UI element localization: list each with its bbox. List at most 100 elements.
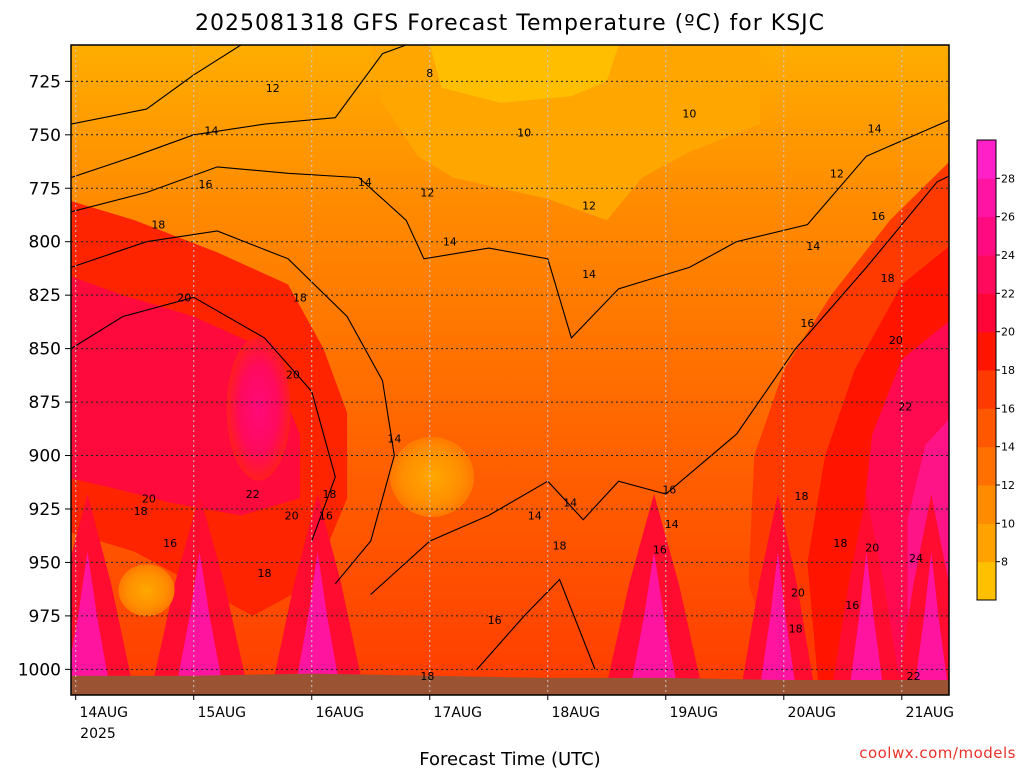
contour-label: 18 xyxy=(134,505,148,518)
surface-plume-core-6 xyxy=(913,551,949,695)
y-tick-label: 800 xyxy=(29,233,61,253)
x-tick-label: 17AUG xyxy=(434,705,483,721)
contour-label: 12 xyxy=(582,199,596,212)
contour-label: 18 xyxy=(293,291,307,304)
cool-region-8 xyxy=(429,45,619,103)
y-tick-label: 925 xyxy=(29,500,61,520)
contour-label: 12 xyxy=(266,82,280,95)
colorbar-swatch xyxy=(977,140,996,179)
contour-label: 14 xyxy=(204,125,218,138)
contour-label: 18 xyxy=(833,537,847,550)
temperature-field xyxy=(71,45,949,695)
surface-plume-core-5 xyxy=(848,551,885,695)
contour-line-5 xyxy=(71,296,336,542)
colorbar-swatch xyxy=(977,561,996,601)
grid-lines xyxy=(71,45,949,695)
x-tick-label: 18AUG xyxy=(552,705,601,721)
cool-pocket-2 xyxy=(390,436,475,517)
contour-label: 20 xyxy=(285,509,299,522)
y-tick-label: 975 xyxy=(29,607,61,627)
contour-label: 14 xyxy=(582,268,596,281)
contour-label: 16 xyxy=(199,178,213,191)
colorbar-tick-label: 20 xyxy=(1001,326,1015,339)
contour-label: 14 xyxy=(868,122,882,135)
surface-plume-core-3 xyxy=(629,551,679,695)
contour-label: 18 xyxy=(881,272,895,285)
y-tick-label: 750 xyxy=(29,126,61,146)
colorbar-tick-label: 28 xyxy=(1001,172,1015,185)
contour-label: 18 xyxy=(420,670,434,683)
contour-label: 22 xyxy=(246,488,260,501)
contour-line-1 xyxy=(71,45,407,179)
y-tick-label: 1000 xyxy=(18,660,61,680)
contour-label: 20 xyxy=(142,492,156,505)
contour-label: 20 xyxy=(286,368,300,381)
contour-label: 8 xyxy=(426,67,433,80)
colorbar-swatch xyxy=(977,370,996,409)
contour-label: 12 xyxy=(420,187,434,200)
contour-label: 12 xyxy=(830,167,844,180)
colorbar-swatch xyxy=(977,255,996,294)
contour-label: 14 xyxy=(563,497,577,510)
contour-label: 16 xyxy=(845,599,859,612)
colorbar-swatch xyxy=(977,408,996,448)
colorbar-swatch xyxy=(977,523,996,563)
contour-label: 16 xyxy=(653,544,667,557)
surface-plume-core-1 xyxy=(174,551,225,695)
contour-label: 22 xyxy=(907,670,921,683)
contour-line-2 xyxy=(71,119,949,339)
contour-line-3 xyxy=(71,230,395,585)
colorbar: 8 10 12 14 16 18 20 22 24 26 28 xyxy=(976,139,1015,601)
plot-frame xyxy=(70,44,950,696)
contour-line-4 xyxy=(370,175,949,595)
y-tick-label: 950 xyxy=(29,553,61,573)
colorbar-swatch xyxy=(977,446,996,486)
contour-label: 16 xyxy=(800,317,814,330)
y-tick-label: 850 xyxy=(29,340,61,360)
x-tick-label: 20AUG xyxy=(788,705,837,721)
contour-label: 14 xyxy=(358,176,372,189)
surface-plume-core-4 xyxy=(759,551,797,695)
contour-line-0 xyxy=(71,45,242,125)
contour-label: 18 xyxy=(322,488,336,501)
contour-label: 18 xyxy=(151,219,165,232)
contour-label: 18 xyxy=(794,490,808,503)
contour-label: 16 xyxy=(163,537,177,550)
credit-link[interactable]: coolwx.com/models xyxy=(859,744,1016,762)
contour-label: 18 xyxy=(553,539,567,552)
contour-label: 10 xyxy=(517,127,531,140)
colorbar-tick-label: 14 xyxy=(1001,441,1015,454)
colorbar-tick-label: 26 xyxy=(1001,211,1015,224)
contour-label: 16 xyxy=(319,509,333,522)
colorbar-tick-label: 18 xyxy=(1001,364,1015,377)
colorbar-tick-label: 12 xyxy=(1001,479,1015,492)
contour-label: 14 xyxy=(443,236,457,249)
contour-label: 20 xyxy=(889,334,903,347)
colorbar-swatch xyxy=(977,178,996,218)
colorbar-tick-label: 10 xyxy=(1001,517,1015,530)
colorbar-tick-label: 24 xyxy=(1001,249,1015,262)
surface-plume-core-0 xyxy=(71,551,112,695)
contour-label: 16 xyxy=(871,210,885,223)
y-tick-label: 825 xyxy=(29,286,61,306)
colorbar-swatch xyxy=(977,293,996,333)
contour-label: 18 xyxy=(789,623,803,636)
contour-label: 16 xyxy=(488,614,502,627)
contour-label: 20 xyxy=(865,541,879,554)
cool-pocket-1 xyxy=(118,564,175,617)
contour-label: 14 xyxy=(665,518,679,531)
y-tick-label: 775 xyxy=(29,179,61,199)
contour-label: 14 xyxy=(806,240,820,253)
colorbar-tick-label: 22 xyxy=(1001,287,1015,300)
colorbar-swatch xyxy=(977,485,996,524)
colorbar-tick-label: 16 xyxy=(1001,402,1015,415)
contour-label: 14 xyxy=(387,432,401,445)
contour-label: 24 xyxy=(909,552,923,565)
ground-surface xyxy=(71,673,949,695)
x-axis-label: Forecast Time (UTC) xyxy=(419,749,600,768)
warm-core-22 xyxy=(226,336,291,481)
x-tick-label: 14AUG xyxy=(79,705,128,721)
x-tick-label: 16AUG xyxy=(315,705,364,721)
